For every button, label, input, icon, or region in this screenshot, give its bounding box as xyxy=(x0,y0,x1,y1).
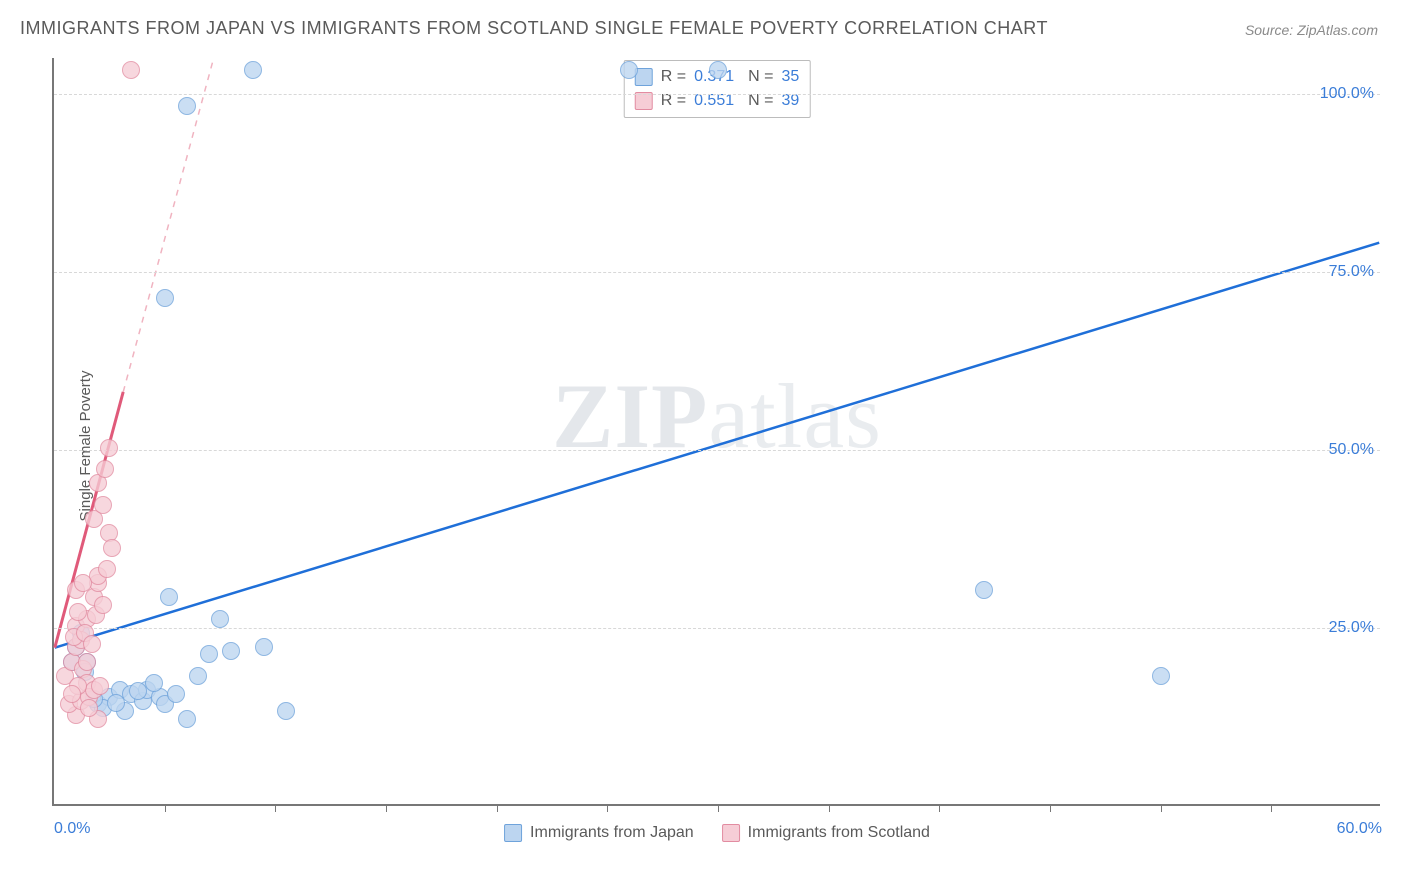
r-value: 0.551 xyxy=(694,89,734,113)
scatter-point xyxy=(709,61,727,79)
x-tick-mark xyxy=(165,804,166,812)
scatter-point xyxy=(156,289,174,307)
x-tick-label: 0.0% xyxy=(54,820,90,838)
trend-lines xyxy=(54,58,1380,804)
scatter-point xyxy=(255,638,273,656)
chart-title: IMMIGRANTS FROM JAPAN VS IMMIGRANTS FROM… xyxy=(20,18,1048,39)
scatter-point xyxy=(122,61,140,79)
n-value: 39 xyxy=(781,89,799,113)
gridline xyxy=(54,272,1380,273)
n-value: 35 xyxy=(781,65,799,89)
scatter-point xyxy=(189,667,207,685)
scatter-point xyxy=(975,581,993,599)
scatter-point xyxy=(74,574,92,592)
scatter-point xyxy=(96,460,114,478)
source-attribution: Source: ZipAtlas.com xyxy=(1245,22,1378,38)
scatter-point xyxy=(83,635,101,653)
gridline xyxy=(54,450,1380,451)
watermark: ZIPatlas xyxy=(552,363,882,469)
swatch-pink xyxy=(635,92,653,110)
scatter-point xyxy=(78,653,96,671)
n-label: N = xyxy=(748,89,773,113)
scatter-point xyxy=(167,685,185,703)
scatter-point xyxy=(129,682,147,700)
scatter-point xyxy=(222,642,240,660)
legend-series: Immigrants from Japan Immigrants from Sc… xyxy=(504,824,930,842)
x-tick-mark xyxy=(1161,804,1162,812)
r-label: R = xyxy=(661,89,686,113)
x-tick-mark xyxy=(275,804,276,812)
x-tick-mark xyxy=(1271,804,1272,812)
gridline xyxy=(54,628,1380,629)
y-tick-label: 100.0% xyxy=(1320,85,1382,103)
scatter-point xyxy=(200,645,218,663)
y-tick-label: 25.0% xyxy=(1329,619,1382,637)
scatter-point xyxy=(178,710,196,728)
scatter-point xyxy=(80,699,98,717)
scatter-point xyxy=(69,603,87,621)
x-tick-mark xyxy=(718,804,719,812)
x-tick-mark xyxy=(386,804,387,812)
n-label: N = xyxy=(748,65,773,89)
scatter-point xyxy=(94,496,112,514)
scatter-point xyxy=(160,588,178,606)
x-tick-mark xyxy=(829,804,830,812)
scatter-point xyxy=(145,674,163,692)
swatch-blue xyxy=(504,824,522,842)
y-tick-label: 50.0% xyxy=(1329,441,1382,459)
x-tick-mark xyxy=(607,804,608,812)
legend-label: Immigrants from Scotland xyxy=(748,824,930,842)
x-tick-label: 60.0% xyxy=(1337,820,1382,838)
plot-area: ZIPatlas R = 0.371 N = 35 R = 0.551 N = … xyxy=(52,58,1380,806)
scatter-point xyxy=(100,439,118,457)
gridline xyxy=(54,94,1380,95)
r-label: R = xyxy=(661,65,686,89)
x-tick-mark xyxy=(497,804,498,812)
scatter-point xyxy=(94,596,112,614)
legend-item-scotland: Immigrants from Scotland xyxy=(722,824,930,842)
scatter-point xyxy=(178,97,196,115)
scatter-point xyxy=(103,539,121,557)
scatter-point xyxy=(107,694,125,712)
scatter-point xyxy=(91,677,109,695)
x-tick-mark xyxy=(939,804,940,812)
scatter-point xyxy=(98,560,116,578)
scatter-point xyxy=(1152,667,1170,685)
scatter-point xyxy=(620,61,638,79)
swatch-pink xyxy=(722,824,740,842)
scatter-point xyxy=(63,685,81,703)
scatter-point xyxy=(244,61,262,79)
scatter-point xyxy=(211,610,229,628)
y-tick-label: 75.0% xyxy=(1329,263,1382,281)
x-tick-mark xyxy=(1050,804,1051,812)
scatter-point xyxy=(277,702,295,720)
legend-row-scotland: R = 0.551 N = 39 xyxy=(635,89,800,113)
legend-item-japan: Immigrants from Japan xyxy=(504,824,694,842)
legend-label: Immigrants from Japan xyxy=(530,824,694,842)
